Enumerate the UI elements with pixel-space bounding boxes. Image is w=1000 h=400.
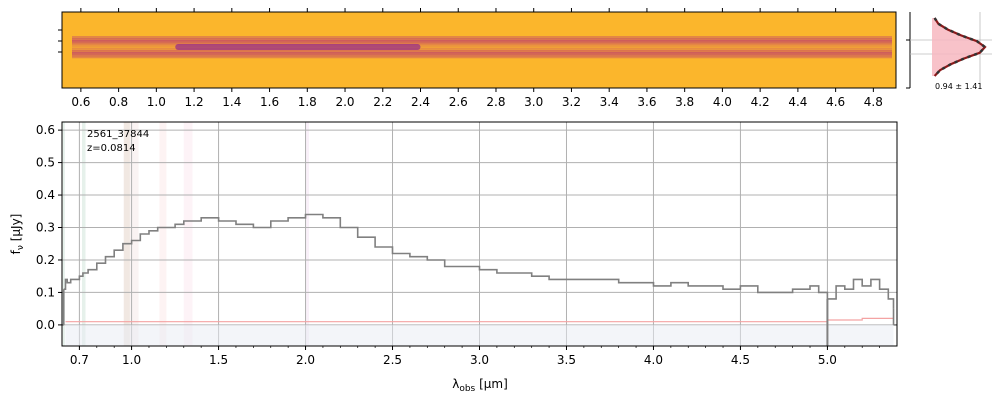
spectrum-2d-tick-label: 1.4 <box>222 95 241 109</box>
x-axis-label: λobs [μm] <box>452 377 508 394</box>
emission-line-band <box>305 122 310 346</box>
spectrum-2d-trace-row <box>72 42 892 45</box>
x-tick-label: 4.0 <box>644 353 663 367</box>
flux-line <box>63 213 895 309</box>
spectrum-2d-trace-row <box>72 44 892 47</box>
spectrum-2d-trace-row <box>72 40 892 43</box>
y-tick-label: 0.5 <box>36 156 55 170</box>
spectrum-2d-tick-label: 2.8 <box>486 95 505 109</box>
emission-line-band <box>123 122 130 346</box>
profile-data-points <box>933 17 987 77</box>
spectrum-2d-tick-label: 1.0 <box>147 95 166 109</box>
object-id-label: 2561_37844 <box>87 129 149 140</box>
spectrum-2d-tick-label: 0.8 <box>109 95 128 109</box>
spectrum-2d-tick-label: 4.0 <box>713 95 732 109</box>
emission-line-band <box>183 122 193 346</box>
emission-line-band <box>129 122 139 346</box>
spectrum-2d-tick-label: 2.6 <box>449 95 468 109</box>
spectrum-2d-tick-label: 1.6 <box>260 95 279 109</box>
spectrum-2d-tick-label: 0.6 <box>71 95 90 109</box>
spectrum-2d-tick-label: 4.2 <box>751 95 770 109</box>
emission-line-band <box>159 122 167 346</box>
spectrum-2d-trace-row <box>72 36 892 39</box>
two-d-spectrum-panel: 0.6 0.8 1.0 1.2 1.4 1.6 1.8 2.0 2.2 2.4 2.6 2.8 3.0 3… <box>58 8 897 109</box>
spectrum-2d-tick-label: 3.8 <box>675 95 694 109</box>
spectrum-2d-trace-row <box>72 54 892 57</box>
y-tick-label: 0.0 <box>36 318 55 332</box>
x-tick-label: 0.7 <box>70 353 89 367</box>
y-tick-label: 0.4 <box>36 188 55 202</box>
spectrum-2d-tick-label: 3.6 <box>637 95 656 109</box>
profile-fill <box>932 18 985 76</box>
y-tick-label: 0.3 <box>36 221 55 235</box>
spectrum-2d-tick-label: 2.0 <box>335 95 354 109</box>
y-tick-label: 0.1 <box>36 285 55 299</box>
x-tick-label: 2.5 <box>383 353 402 367</box>
emission-line-band <box>62 122 65 346</box>
spectrum-2d-trace-row <box>72 52 892 55</box>
profile-panel <box>906 12 992 89</box>
spectrum-2d-trace-row <box>72 38 892 41</box>
spectrum-2d-tick-label: 2.4 <box>411 95 430 109</box>
y-tick-label: 0.6 <box>36 123 55 137</box>
spectrum-2d-trace-row <box>72 56 892 59</box>
spectrum-2d-tick-label: 4.8 <box>864 95 883 109</box>
profile-annotation: 0.94 ± 1.41 <box>935 82 982 91</box>
x-tick-label: 4.5 <box>731 353 750 367</box>
spectrum-2d-tick-label: 4.4 <box>788 95 807 109</box>
x-tick-label: 2.0 <box>296 353 315 367</box>
spectrum-2d-tick-label: 4.6 <box>826 95 845 109</box>
y-tick-label: 0.2 <box>36 253 55 267</box>
spectrum-2d-tick-label: 1.8 <box>298 95 317 109</box>
spectrum-2d-trace-row <box>72 46 892 49</box>
spectrum-2d-core <box>175 44 421 50</box>
x-tick-label: 1.0 <box>122 353 141 367</box>
spectrum-2d-tick-label: 1.2 <box>185 95 204 109</box>
one-d-spectrum-panel: 0.0 0.1 0.2 0.3 0.4 0.5 0.6 0.7 1.0 1.5 2.0 2.5 3.0 3… <box>36 121 898 367</box>
x-tick-label: 5.0 <box>818 353 837 367</box>
zero-shading <box>65 324 894 346</box>
spectrum-2d-trace-row <box>72 48 892 51</box>
x-tick-label: 3.0 <box>470 353 489 367</box>
spectrum-2d-trace-row <box>72 50 892 53</box>
spectrum-2d-tick-label: 2.2 <box>373 95 392 109</box>
spectrum-2d-tick-label: 3.2 <box>562 95 581 109</box>
redshift-label: z=0.0814 <box>87 143 136 154</box>
y-axis-label: fν [μJy] <box>9 214 26 255</box>
uncertainty-line <box>65 317 894 323</box>
spectrum-2d-frame <box>61 11 897 89</box>
emission-line-band <box>82 122 86 346</box>
x-tick-label: 1.5 <box>209 353 228 367</box>
x-tick-label: 3.5 <box>557 353 576 367</box>
spectrum-2d-tick-label: 3.0 <box>524 95 543 109</box>
spectrum-2d-tick-label: 3.4 <box>600 95 619 109</box>
